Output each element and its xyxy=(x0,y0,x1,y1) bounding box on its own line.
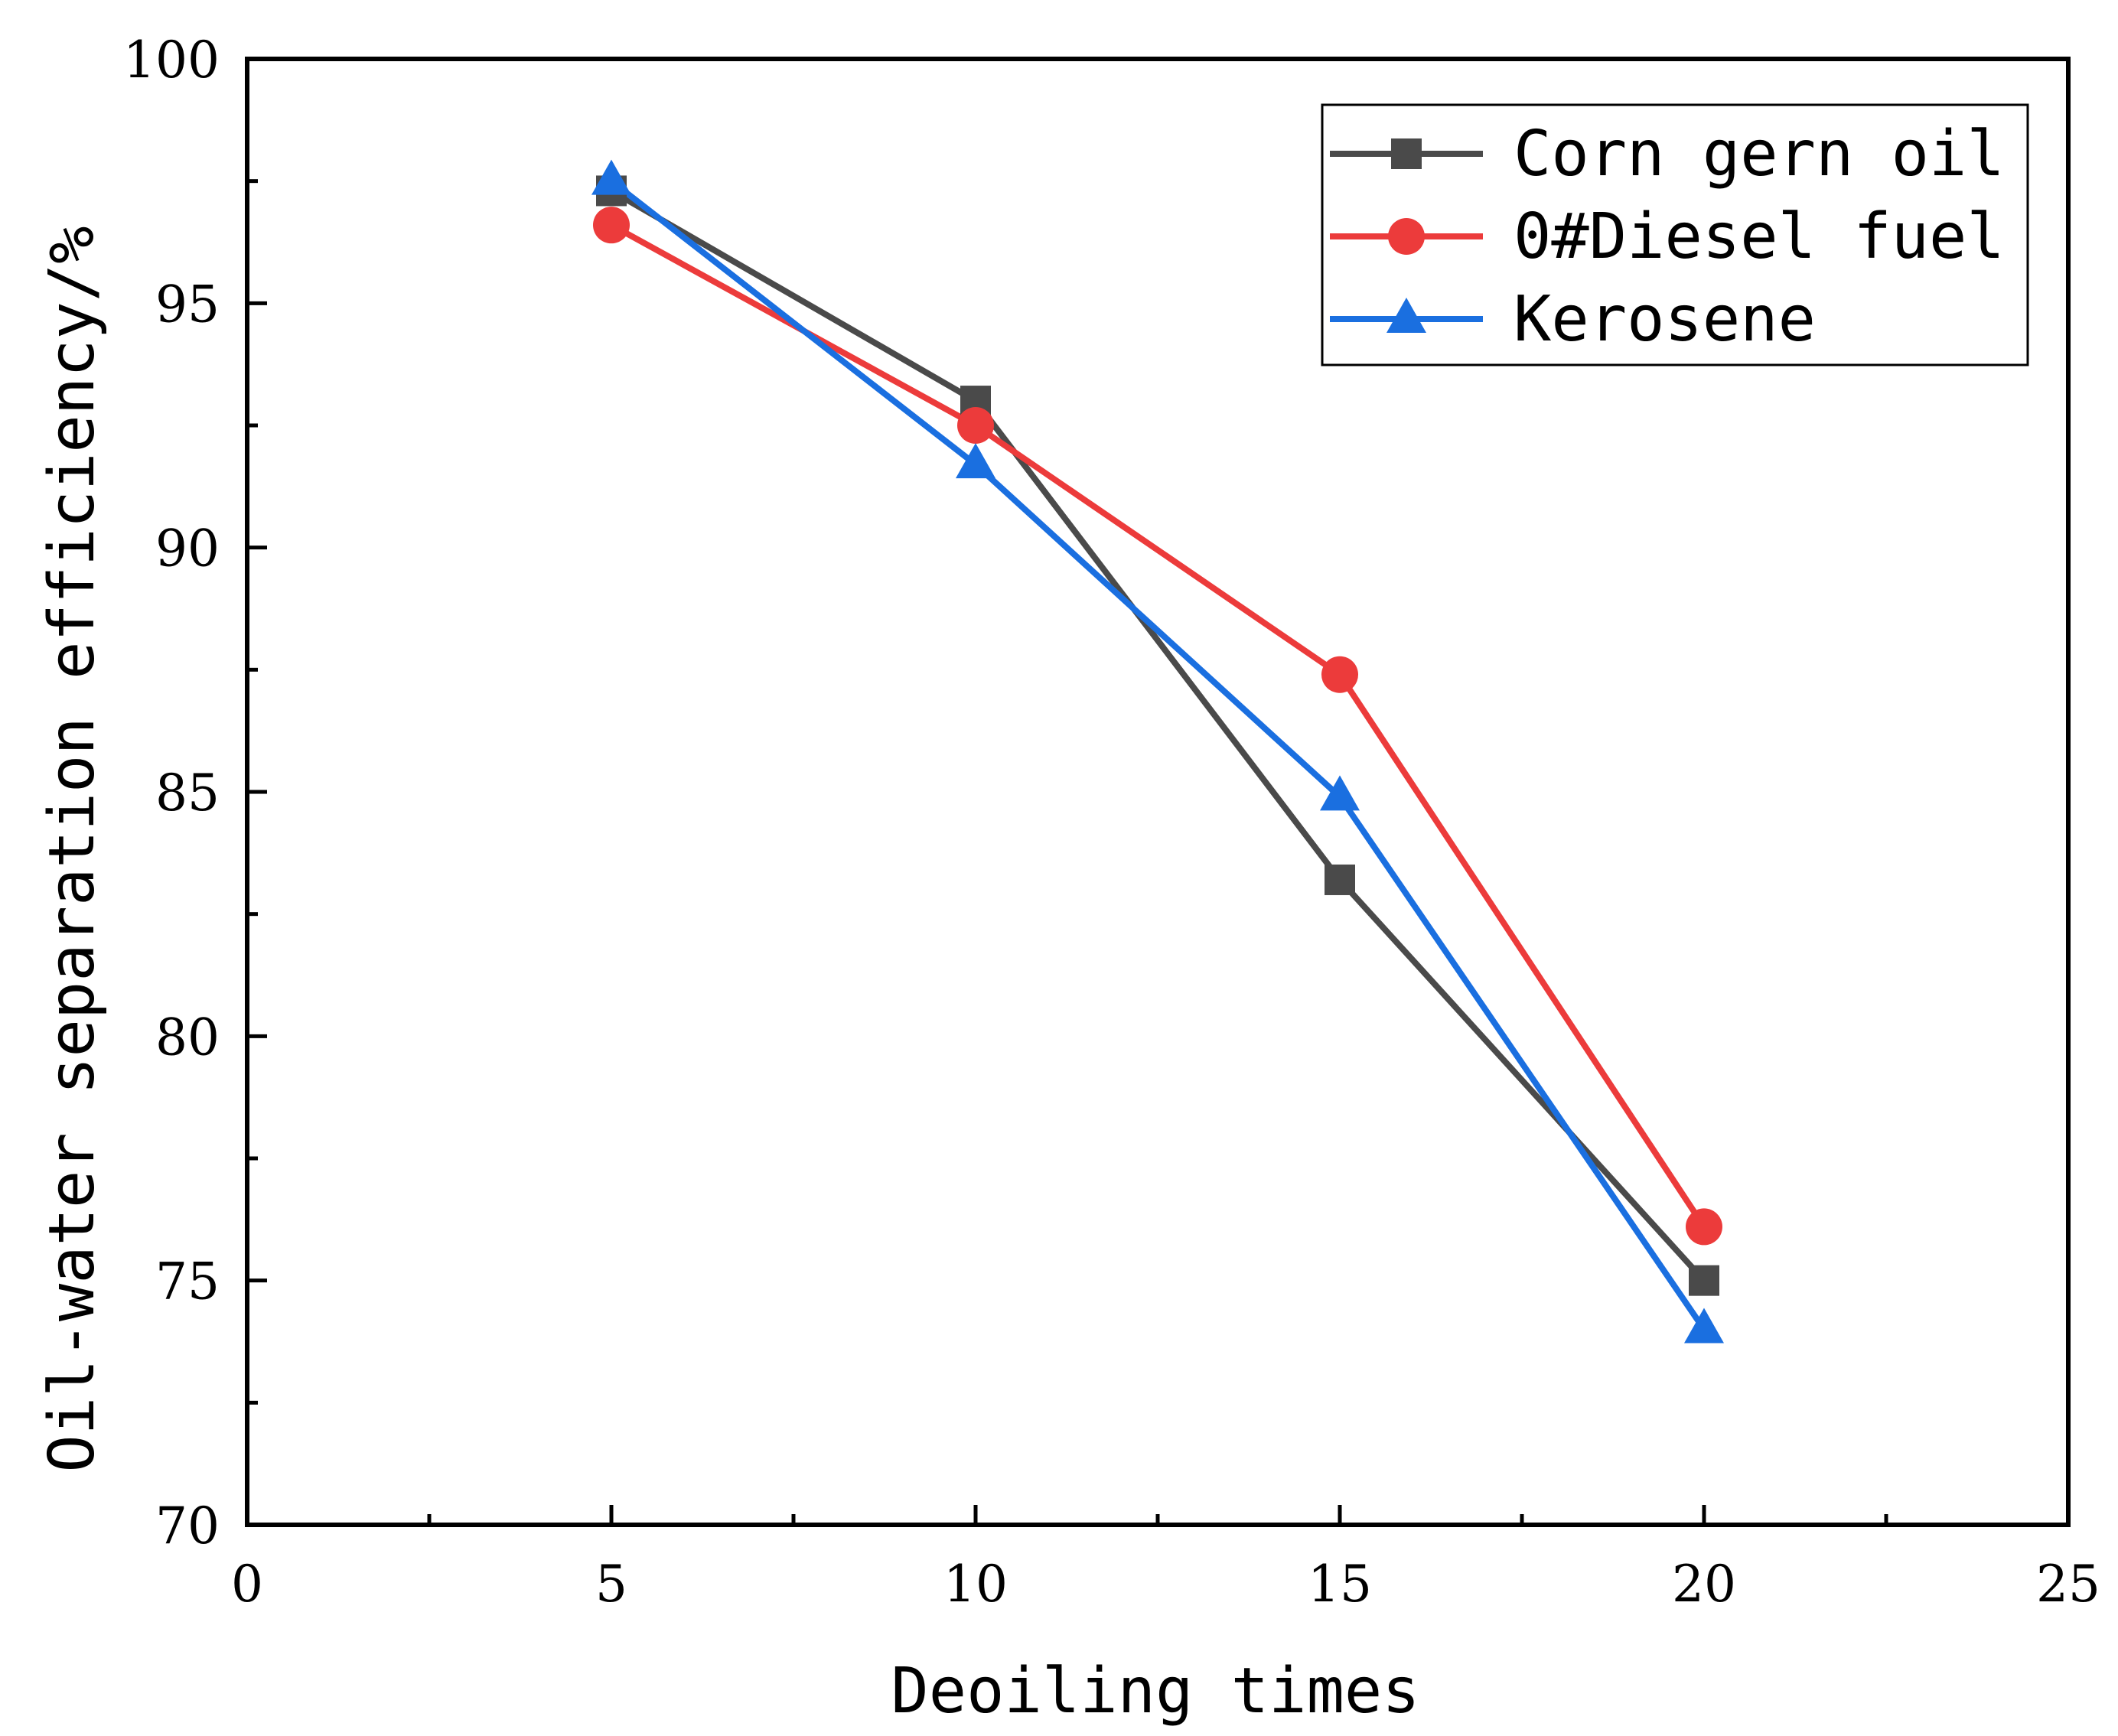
x-tick-label: 15 xyxy=(1308,1555,1372,1614)
y-axis-title: Oil-water separation efficiency/% xyxy=(36,226,109,1472)
data-point-kerosene xyxy=(591,159,631,195)
legend-label-kerosene: Kerosene xyxy=(1514,283,1816,356)
legend-marker-0-diesel-fuel xyxy=(1388,218,1425,255)
data-point-0-diesel-fuel xyxy=(957,407,994,444)
legend-marker-corn-gern-oil xyxy=(1391,138,1422,169)
data-point-corn-gern-oil xyxy=(1325,864,1355,895)
data-point-0-diesel-fuel xyxy=(1686,1208,1722,1246)
y-tick-label: 70 xyxy=(155,1497,220,1555)
data-point-corn-gern-oil xyxy=(1689,1265,1719,1296)
x-axis-title: Deoiling times xyxy=(891,1655,1419,1728)
data-point-0-diesel-fuel xyxy=(1321,656,1358,693)
legend-label-0-diesel-fuel: 0#Diesel fuel xyxy=(1514,200,2005,273)
data-point-kerosene xyxy=(1320,775,1360,811)
x-tick-label: 25 xyxy=(2036,1555,2100,1614)
legend-marker-kerosene xyxy=(1386,298,1426,333)
data-point-kerosene xyxy=(956,443,995,479)
y-tick-label: 85 xyxy=(155,764,220,822)
series-line-kerosene xyxy=(609,178,1707,1331)
legend-label-corn-gern-oil: Corn gern oil xyxy=(1514,118,2005,191)
x-tick-label: 5 xyxy=(595,1555,627,1614)
x-tick-label: 0 xyxy=(231,1555,263,1614)
legend: Corn gern oil 0#Diesel fuel Kerosene xyxy=(1321,103,2029,366)
y-tick-label: 80 xyxy=(155,1008,220,1067)
series-line-corn-gern-oil xyxy=(610,187,1706,1283)
y-tick-label: 90 xyxy=(155,519,220,578)
y-tick-label: 100 xyxy=(123,31,220,90)
x-tick-label: 10 xyxy=(943,1555,1008,1614)
data-point-0-diesel-fuel xyxy=(593,207,630,244)
series-markers xyxy=(591,159,1724,1344)
y-tick-label: 95 xyxy=(155,275,220,334)
data-point-kerosene xyxy=(1684,1308,1724,1344)
tick-labels: 0 5 10 15 20 25 70 75 80 85 90 95 100 xyxy=(123,31,2100,1614)
x-tick-label: 20 xyxy=(1672,1555,1736,1614)
axis-ticks xyxy=(245,57,2071,1527)
y-tick-label: 75 xyxy=(155,1252,220,1311)
series-lines xyxy=(609,178,1707,1331)
